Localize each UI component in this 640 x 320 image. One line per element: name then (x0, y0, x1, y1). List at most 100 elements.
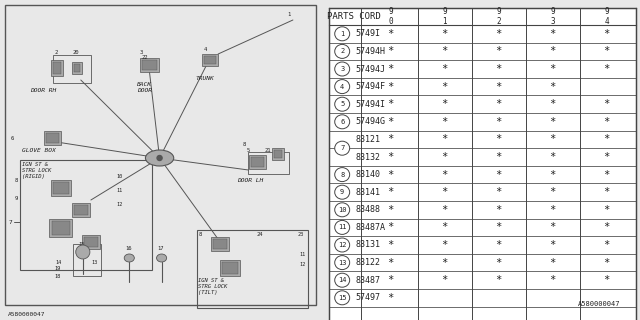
Circle shape (335, 168, 349, 181)
Text: *: * (604, 64, 610, 74)
Text: 7: 7 (8, 220, 12, 225)
Text: *: * (550, 134, 556, 144)
Text: *: * (550, 82, 556, 92)
Text: *: * (387, 152, 394, 162)
Text: *: * (442, 46, 448, 56)
Text: 8: 8 (243, 142, 246, 147)
Text: *: * (495, 134, 502, 144)
Text: *: * (495, 258, 502, 268)
Text: *: * (550, 64, 556, 74)
Text: *: * (604, 187, 610, 197)
Text: *: * (442, 240, 448, 250)
Text: 6: 6 (11, 136, 14, 141)
Text: 2: 2 (340, 48, 344, 54)
Text: 3: 3 (140, 50, 143, 55)
Text: *: * (550, 170, 556, 180)
Text: 3: 3 (340, 66, 344, 72)
Bar (204, 56, 216, 64)
Text: *: * (387, 205, 394, 215)
Text: 83488: 83488 (355, 205, 380, 214)
Text: *: * (604, 170, 610, 180)
Bar (202, 54, 218, 66)
Bar (140, 58, 159, 72)
Text: *: * (442, 258, 448, 268)
Text: 13: 13 (91, 260, 97, 265)
Text: 1: 1 (287, 12, 291, 17)
Text: *: * (550, 187, 556, 197)
Bar (72, 203, 90, 217)
Text: *: * (495, 29, 502, 39)
Text: 24: 24 (257, 232, 263, 237)
Text: 57497: 57497 (355, 293, 380, 302)
Circle shape (335, 44, 349, 58)
Bar (44, 131, 61, 145)
Circle shape (335, 115, 349, 129)
Text: *: * (604, 46, 610, 56)
Text: 57494H: 57494H (355, 47, 385, 56)
Text: 1: 1 (340, 31, 344, 37)
Bar (272, 148, 284, 160)
Text: *: * (495, 46, 502, 56)
Text: BACK
DOOR: BACK DOOR (138, 82, 152, 93)
Text: *: * (387, 170, 394, 180)
Text: 2: 2 (54, 50, 58, 55)
Text: *: * (604, 29, 610, 39)
Text: 4: 4 (340, 84, 344, 90)
Text: *: * (604, 275, 610, 285)
Text: *: * (604, 152, 610, 162)
Text: IGN ST &
STRG LOCK
(TILT): IGN ST & STRG LOCK (TILT) (198, 278, 227, 295)
Text: 21: 21 (264, 148, 271, 153)
Text: GLOVE BOX: GLOVE BOX (22, 148, 56, 153)
Text: *: * (604, 134, 610, 144)
Text: *: * (550, 152, 556, 162)
Ellipse shape (145, 150, 173, 166)
Text: *: * (604, 258, 610, 268)
Text: *: * (495, 205, 502, 215)
Text: *: * (550, 240, 556, 250)
Text: 14: 14 (338, 277, 346, 283)
Text: *: * (442, 29, 448, 39)
Text: *: * (495, 64, 502, 74)
Bar (47, 133, 59, 143)
Bar (20, 160, 152, 270)
Text: 10: 10 (338, 207, 346, 213)
Bar (250, 155, 266, 169)
Text: *: * (604, 222, 610, 232)
Text: 5: 5 (246, 148, 250, 153)
Text: *: * (604, 240, 610, 250)
Text: 57494I: 57494I (355, 100, 385, 109)
Text: 57494F: 57494F (355, 82, 385, 91)
Text: *: * (550, 205, 556, 215)
Bar (82, 235, 100, 249)
Text: A580000047: A580000047 (8, 312, 45, 317)
Text: 15: 15 (79, 242, 85, 247)
Text: *: * (495, 187, 502, 197)
Text: 9: 9 (340, 189, 344, 195)
Text: 23: 23 (298, 232, 304, 237)
Text: 6: 6 (340, 119, 344, 125)
Text: 15: 15 (338, 295, 346, 301)
Text: 83132: 83132 (355, 153, 380, 162)
Text: 5749I: 5749I (355, 29, 380, 38)
Text: *: * (442, 205, 448, 215)
Bar (248, 152, 289, 174)
Circle shape (76, 245, 90, 259)
Circle shape (335, 62, 349, 76)
Text: 11: 11 (338, 224, 346, 230)
Text: 83122: 83122 (355, 258, 380, 267)
Text: *: * (442, 64, 448, 74)
Text: 57494J: 57494J (355, 65, 385, 74)
Text: PARTS CORD: PARTS CORD (327, 12, 381, 21)
Text: 83131: 83131 (355, 241, 380, 250)
Bar (197, 230, 308, 308)
Circle shape (335, 291, 349, 305)
Text: 9
4: 9 4 (604, 7, 609, 26)
Text: 83487: 83487 (355, 276, 380, 285)
Circle shape (335, 238, 349, 252)
Text: 14: 14 (56, 260, 62, 265)
Text: 83141: 83141 (355, 188, 380, 197)
Text: 19: 19 (54, 266, 61, 271)
Ellipse shape (157, 254, 166, 262)
Text: 9
0: 9 0 (388, 7, 393, 26)
Bar (252, 157, 264, 167)
